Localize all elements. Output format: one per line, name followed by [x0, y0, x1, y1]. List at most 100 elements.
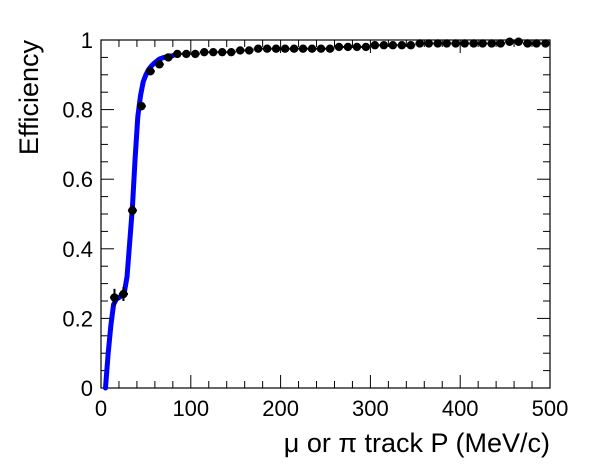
marker — [298, 44, 308, 53]
x-tick-label: 400 — [442, 396, 479, 421]
marker — [334, 42, 344, 52]
data-point — [532, 39, 542, 48]
data-point — [487, 39, 497, 48]
marker — [191, 49, 200, 59]
data-point — [379, 41, 389, 50]
data-point — [271, 44, 281, 53]
y-tick-label: 1 — [81, 28, 93, 53]
marker — [227, 47, 236, 57]
axes — [100, 39, 551, 389]
marker — [415, 39, 424, 48]
marker — [487, 39, 496, 48]
marker — [532, 39, 541, 48]
data-point — [244, 46, 254, 55]
data-point — [541, 39, 550, 48]
marker — [442, 39, 451, 48]
marker — [325, 44, 335, 53]
marker — [271, 44, 281, 53]
data-point — [433, 39, 443, 48]
data-point — [280, 44, 290, 53]
marker — [505, 37, 514, 46]
marker — [128, 206, 137, 215]
x-tick-label: 100 — [172, 396, 209, 421]
x-tick-label: 500 — [532, 396, 569, 421]
marker — [244, 46, 254, 55]
data-point — [451, 39, 461, 48]
marker — [514, 37, 523, 46]
y-tick-label: 0.6 — [62, 167, 93, 192]
data-point — [406, 41, 416, 50]
marker — [307, 44, 317, 53]
data-point — [145, 67, 155, 76]
data-point — [388, 41, 398, 50]
data-point — [127, 205, 137, 216]
data-point — [469, 39, 479, 48]
marker — [137, 101, 146, 111]
data-point — [262, 44, 272, 53]
data-point — [352, 42, 362, 52]
marker — [173, 49, 182, 59]
marker — [478, 39, 487, 48]
data-point — [523, 39, 533, 48]
marker — [280, 44, 290, 53]
data-point — [460, 39, 470, 48]
y-tick-label: 0.8 — [62, 98, 93, 123]
x-tick-label: 0 — [95, 396, 107, 421]
marker — [397, 41, 407, 50]
axis-labels: 0 100 200 300 400 500 0 0.2 0.4 0.6 0.8 1 μ or π tra… — [14, 28, 568, 458]
marker — [352, 42, 362, 52]
data-point — [496, 39, 506, 48]
marker — [523, 39, 532, 48]
data-point — [334, 42, 344, 52]
marker — [164, 53, 173, 62]
data-point — [415, 39, 425, 48]
marker — [388, 41, 398, 50]
y-tick-label: 0.4 — [62, 237, 93, 262]
marker — [289, 44, 299, 53]
marker — [119, 289, 128, 299]
data-point — [505, 37, 515, 46]
data-point — [208, 47, 218, 57]
y-tick-label: 0 — [81, 376, 93, 401]
marker — [343, 42, 353, 52]
marker — [496, 39, 505, 48]
marker — [235, 46, 245, 55]
marker — [200, 47, 209, 57]
data-point — [217, 47, 227, 57]
data-point — [172, 49, 182, 59]
marker — [433, 39, 442, 48]
data-point — [514, 37, 524, 46]
data-point — [154, 60, 164, 69]
data-point — [397, 41, 407, 50]
data-point — [370, 41, 380, 50]
x-tick-label: 200 — [262, 396, 299, 421]
data-point — [118, 287, 128, 301]
data-point — [226, 47, 236, 57]
marker — [541, 39, 550, 48]
data-point — [343, 42, 353, 52]
data-point — [253, 44, 263, 53]
plot-frame — [100, 39, 551, 389]
marker — [110, 293, 119, 302]
data-point — [361, 42, 371, 52]
data-point — [199, 47, 209, 57]
data-point — [235, 46, 245, 55]
marker — [460, 39, 469, 48]
marker — [361, 42, 371, 52]
y-tick-label: 0.2 — [62, 306, 93, 331]
data-point — [289, 44, 299, 53]
marker — [469, 39, 478, 48]
marker — [406, 41, 416, 50]
data-point — [307, 44, 317, 53]
marker — [253, 44, 263, 53]
x-tick-label: 300 — [352, 396, 389, 421]
marker — [182, 49, 191, 59]
data-point — [190, 49, 200, 59]
marker — [218, 47, 227, 57]
marker — [370, 41, 380, 50]
marker — [155, 60, 164, 69]
marker — [316, 44, 326, 53]
marker — [379, 41, 389, 50]
data-point — [325, 44, 335, 53]
